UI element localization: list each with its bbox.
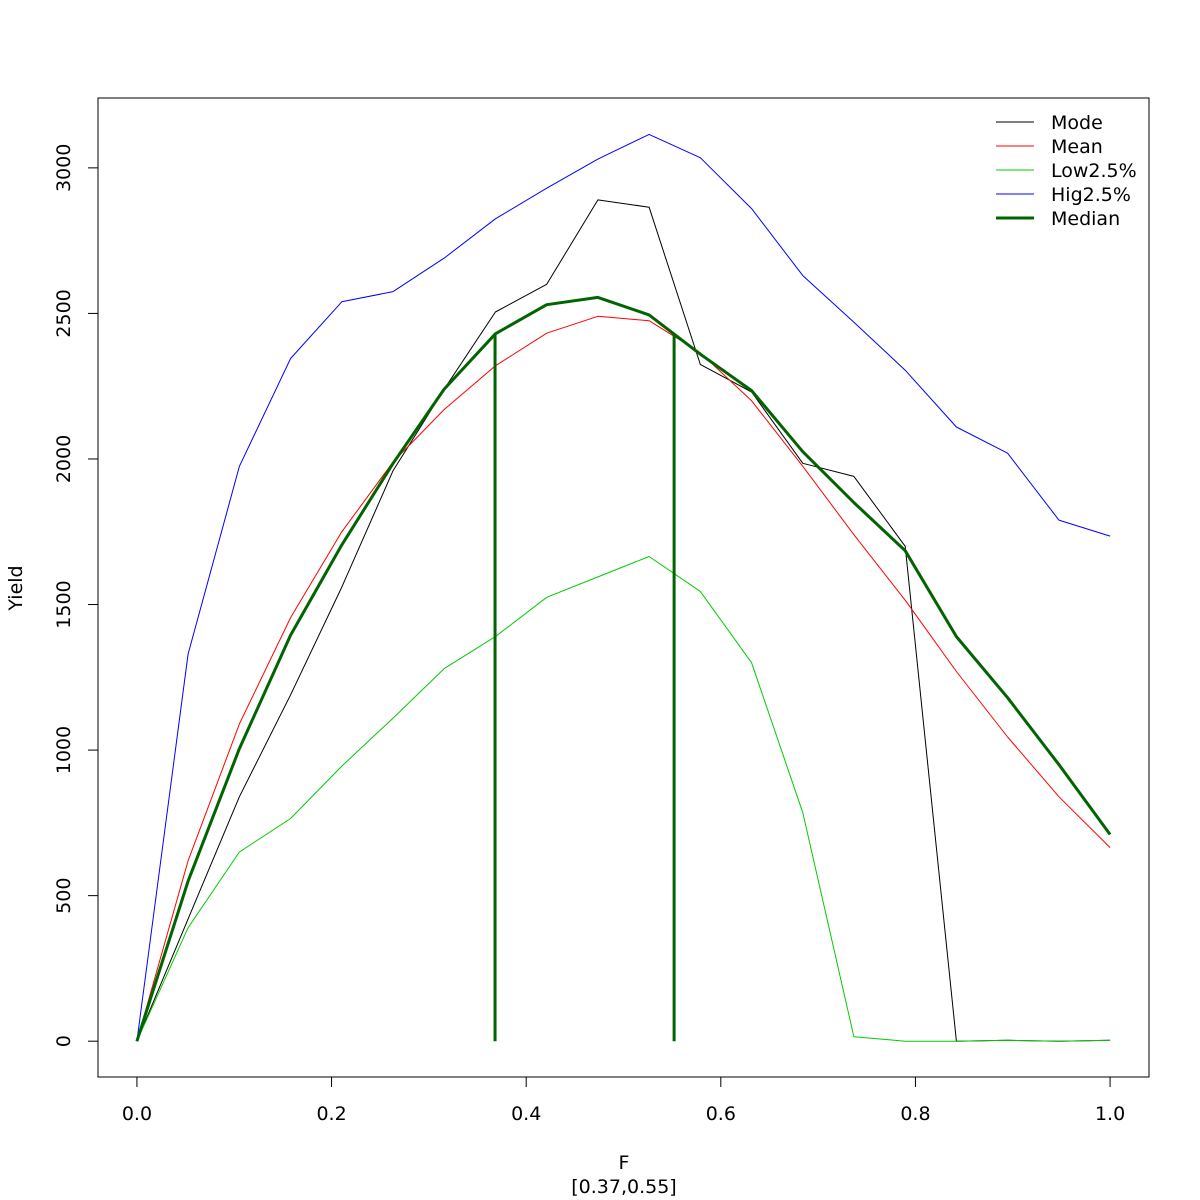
series-line-mean xyxy=(136,315,1111,1042)
y-tick-label: 500 xyxy=(53,878,75,914)
y-axis: 0 500 1000 1500 2000 2500 3000 xyxy=(53,144,99,1047)
series-line-low2-5- xyxy=(136,556,1111,1042)
y-tick-label: 0 xyxy=(53,1035,75,1047)
x-axis-sublabel: [0.37,0.55] xyxy=(571,1176,676,1198)
series-layer xyxy=(135,133,1112,1042)
series-line-median xyxy=(135,295,1112,1042)
y-tick-label: 1000 xyxy=(53,726,75,774)
x-tick-label: 0.0 xyxy=(122,1103,152,1125)
y-tick-label: 2500 xyxy=(53,289,75,337)
legend-label: Mode xyxy=(1051,112,1103,134)
x-axis: 0.0 0.2 0.4 0.6 0.8 1.0 xyxy=(122,1076,1125,1125)
series-line-hig2-5- xyxy=(136,133,1111,1042)
x-tick-label: 1.0 xyxy=(1095,1103,1125,1125)
legend-label: Low2.5% xyxy=(1051,160,1137,182)
x-axis-label: F xyxy=(619,1152,630,1174)
y-tick-label: 1500 xyxy=(53,580,75,628)
x-tick-label: 0.4 xyxy=(511,1103,541,1125)
x-tick-label: 0.6 xyxy=(706,1103,736,1125)
y-tick-label: 2000 xyxy=(53,435,75,483)
x-tick-label: 0.2 xyxy=(316,1103,346,1125)
legend-label: Hig2.5% xyxy=(1051,184,1131,206)
series-line-mode xyxy=(136,199,1111,1042)
vertical-lines-layer xyxy=(493,333,676,1042)
legend-label: Mean xyxy=(1051,136,1103,158)
y-axis-label: Yield xyxy=(5,565,27,611)
x-tick-label: 0.8 xyxy=(900,1103,930,1125)
y-tick-label: 3000 xyxy=(53,144,75,192)
legend-label: Median xyxy=(1051,208,1120,230)
